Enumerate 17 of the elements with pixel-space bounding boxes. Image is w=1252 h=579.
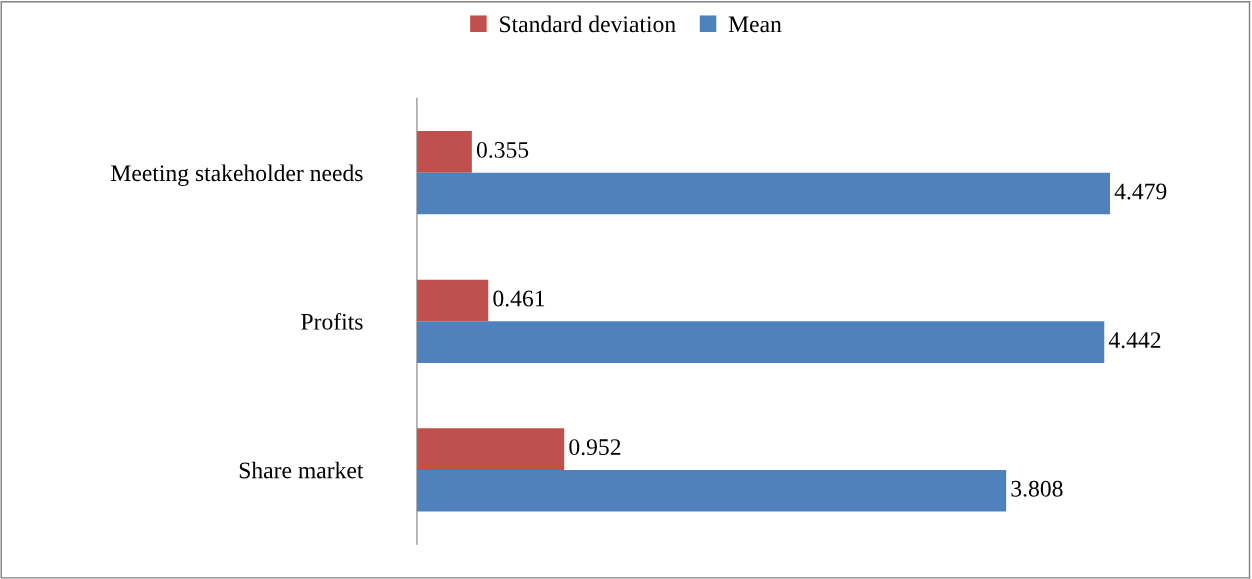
y-tick-label: Profits: [301, 312, 363, 330]
legend-label: Standard deviation: [500, 15, 676, 33]
bar: [416, 172, 1110, 215]
data-label: 0.952: [569, 439, 621, 456]
data-label: 0.355: [476, 141, 529, 158]
data-label: 4.479: [1114, 183, 1167, 200]
data-label: 0.461: [493, 290, 545, 307]
bar: [416, 279, 489, 322]
data-label: 4.442: [1108, 332, 1161, 349]
bar: [416, 321, 1105, 363]
y-tick-label: Meeting stakeholder needs: [111, 164, 363, 187]
bar: [416, 469, 1007, 512]
data-label: 3.808: [1011, 480, 1063, 497]
bar: [416, 428, 565, 470]
y-tick-label: Share market: [239, 461, 364, 479]
legend-label: Mean: [728, 16, 782, 33]
bar: [416, 131, 472, 173]
